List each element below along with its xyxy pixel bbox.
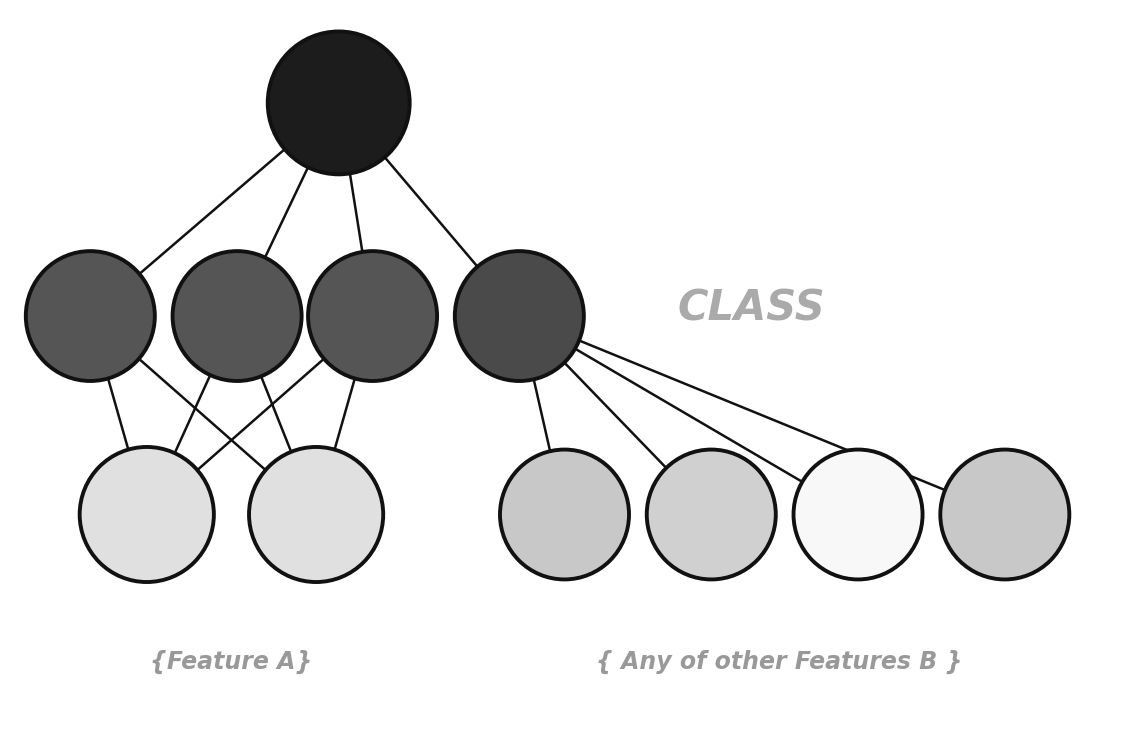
- Ellipse shape: [268, 32, 410, 174]
- Ellipse shape: [794, 450, 922, 579]
- Ellipse shape: [173, 251, 301, 381]
- Ellipse shape: [250, 447, 383, 582]
- Text: { Any of other Features B }: { Any of other Features B }: [596, 650, 962, 673]
- Ellipse shape: [940, 450, 1069, 579]
- Text: {Feature A}: {Feature A}: [150, 650, 313, 673]
- Ellipse shape: [80, 447, 213, 582]
- Text: CLASS: CLASS: [677, 287, 825, 330]
- Ellipse shape: [455, 251, 584, 381]
- Ellipse shape: [308, 251, 437, 381]
- Ellipse shape: [500, 450, 629, 579]
- Ellipse shape: [26, 251, 155, 381]
- Ellipse shape: [647, 450, 776, 579]
